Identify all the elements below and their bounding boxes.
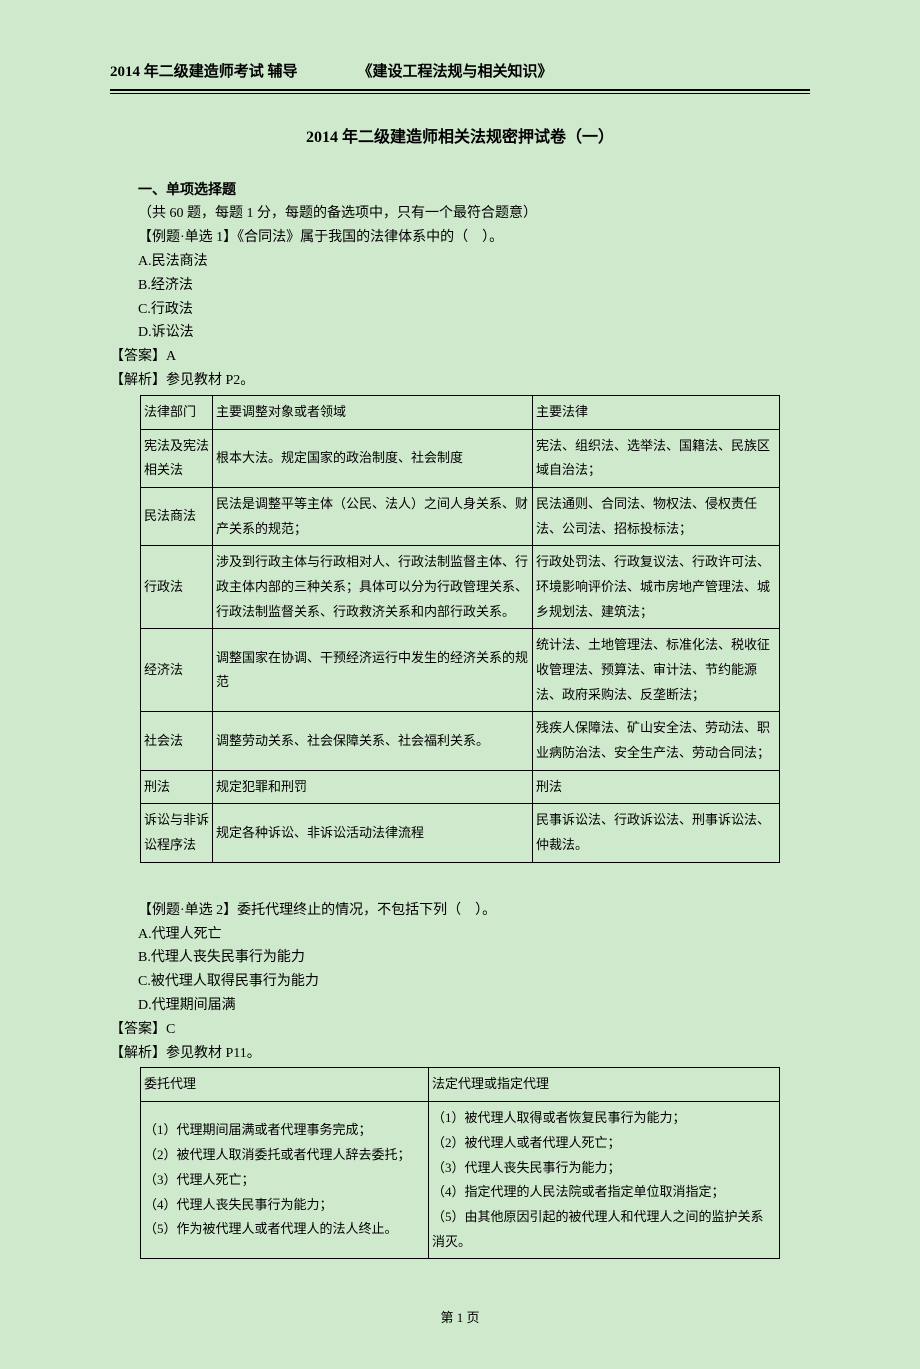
q1-answer: 【答案】A <box>110 345 810 369</box>
table-row: 行政法涉及到行政主体与行政相对人、行政法制监督主体、行政主体内部的三种关系；具体… <box>141 546 780 629</box>
cell: 规定各种诉讼、非诉讼活动法律流程 <box>213 804 533 862</box>
cell: 社会法 <box>141 712 213 770</box>
cell: 民法是调整平等主体（公民、法人）之间人身关系、财产关系的规范； <box>213 487 533 545</box>
q1-option-c: C.行政法 <box>110 298 810 322</box>
table-row: （1）代理期间届满或者代理事务完成； （2）被代理人取消委托或者代理人辞去委托；… <box>141 1102 780 1259</box>
header-right: 《建设工程法规与相关知识》 <box>358 60 553 86</box>
q2-option-d: D.代理期间届满 <box>110 994 810 1018</box>
cell: 根本大法。规定国家的政治制度、社会制度 <box>213 429 533 487</box>
q2-stem: 【例题·单选 2】委托代理终止的情况，不包括下列（ ）。 <box>110 899 810 923</box>
header-left: 2014 年二级建造师考试 辅导 <box>110 60 298 86</box>
spacer <box>110 863 810 899</box>
cell: 经济法 <box>141 629 213 712</box>
table-row: 社会法调整劳动关系、社会保障关系、社会福利关系。残疾人保障法、矿山安全法、劳动法… <box>141 712 780 770</box>
table-row: 宪法及宪法相关法根本大法。规定国家的政治制度、社会制度宪法、组织法、选举法、国籍… <box>141 429 780 487</box>
cell-entrusted: （1）代理期间届满或者代理事务完成； （2）被代理人取消委托或者代理人辞去委托；… <box>141 1102 429 1259</box>
table-header-row: 委托代理 法定代理或指定代理 <box>141 1068 780 1102</box>
section-heading: 一、单项选择题 <box>110 179 810 203</box>
cell: 宪法、组织法、选举法、国籍法、民族区域自治法； <box>533 429 780 487</box>
table-row: 刑法规定犯罪和刑罚刑法 <box>141 770 780 804</box>
q1-option-a: A.民法商法 <box>110 250 810 274</box>
q1-option-b: B.经济法 <box>110 274 810 298</box>
header-rule-thin <box>110 93 810 94</box>
q1-stem: 【例题·单选 1】《合同法》属于我国的法律体系中的（ ）。 <box>110 226 810 250</box>
table-header-row: 法律部门 主要调整对象或者领域 主要法律 <box>141 395 780 429</box>
table-row: 诉讼与非诉讼程序法规定各种诉讼、非诉讼活动法律流程民事诉讼法、行政诉讼法、刑事诉… <box>141 804 780 862</box>
th-scope: 主要调整对象或者领域 <box>213 395 533 429</box>
q2-option-a: A.代理人死亡 <box>110 923 810 947</box>
page-header: 2014 年二级建造师考试 辅导 《建设工程法规与相关知识》 <box>110 60 810 86</box>
q2-option-b: B.代理人丧失民事行为能力 <box>110 946 810 970</box>
th-legal: 法定代理或指定代理 <box>429 1068 780 1102</box>
q2-answer: 【答案】C <box>110 1018 810 1042</box>
cell: 民法通则、合同法、物权法、侵权责任法、公司法、招标投标法； <box>533 487 780 545</box>
cell: 宪法及宪法相关法 <box>141 429 213 487</box>
header-rule-thick <box>110 89 810 91</box>
document-title: 2014 年二级建造师相关法规密押试卷（一） <box>110 124 810 151</box>
th-entrusted: 委托代理 <box>141 1068 429 1102</box>
q2-analysis: 【解析】参见教材 P11。 <box>110 1042 810 1066</box>
cell: 残疾人保障法、矿山安全法、劳动法、职业病防治法、安全生产法、劳动合同法； <box>533 712 780 770</box>
cell: 统计法、土地管理法、标准化法、税收征收管理法、预算法、审计法、节约能源法、政府采… <box>533 629 780 712</box>
cell: 调整国家在协调、干预经济运行中发生的经济关系的规范 <box>213 629 533 712</box>
th-dept: 法律部门 <box>141 395 213 429</box>
cell: 涉及到行政主体与行政相对人、行政法制监督主体、行政主体内部的三种关系；具体可以分… <box>213 546 533 629</box>
table-row: 经济法调整国家在协调、干预经济运行中发生的经济关系的规范统计法、土地管理法、标准… <box>141 629 780 712</box>
section-note: （共 60 题，每题 1 分，每题的备选项中，只有一个最符合题意） <box>110 202 810 226</box>
cell: 民事诉讼法、行政诉讼法、刑事诉讼法、仲裁法。 <box>533 804 780 862</box>
cell: 调整劳动关系、社会保障关系、社会福利关系。 <box>213 712 533 770</box>
table-row: 民法商法民法是调整平等主体（公民、法人）之间人身关系、财产关系的规范；民法通则、… <box>141 487 780 545</box>
q1-option-d: D.诉讼法 <box>110 321 810 345</box>
law-departments-table: 法律部门 主要调整对象或者领域 主要法律 宪法及宪法相关法根本大法。规定国家的政… <box>140 395 780 863</box>
cell: 行政法 <box>141 546 213 629</box>
cell: 规定犯罪和刑罚 <box>213 770 533 804</box>
q2-option-c: C.被代理人取得民事行为能力 <box>110 970 810 994</box>
page-footer: 第 1 页 <box>110 1307 810 1329</box>
cell: 诉讼与非诉讼程序法 <box>141 804 213 862</box>
cell: 民法商法 <box>141 487 213 545</box>
cell: 行政处罚法、行政复议法、行政许可法、环境影响评价法、城市房地产管理法、城乡规划法… <box>533 546 780 629</box>
cell: 刑法 <box>141 770 213 804</box>
agency-termination-table: 委托代理 法定代理或指定代理 （1）代理期间届满或者代理事务完成； （2）被代理… <box>140 1067 780 1259</box>
cell-legal: （1）被代理人取得或者恢复民事行为能力； （2）被代理人或者代理人死亡； （3）… <box>429 1102 780 1259</box>
th-laws: 主要法律 <box>533 395 780 429</box>
cell: 刑法 <box>533 770 780 804</box>
q1-analysis: 【解析】参见教材 P2。 <box>110 369 810 393</box>
